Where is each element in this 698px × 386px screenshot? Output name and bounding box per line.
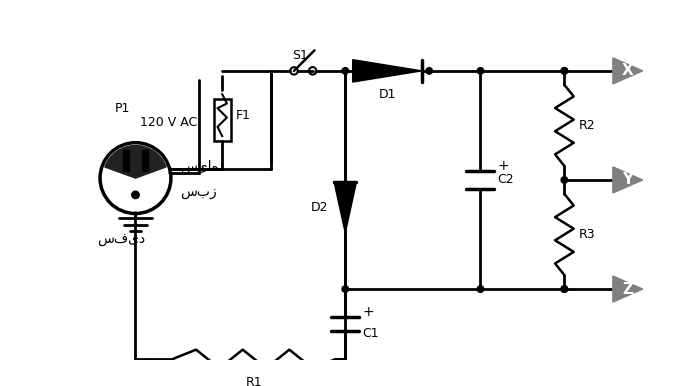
Polygon shape bbox=[613, 167, 643, 193]
Circle shape bbox=[561, 286, 567, 292]
Circle shape bbox=[561, 68, 567, 74]
Text: P1: P1 bbox=[115, 102, 131, 115]
Circle shape bbox=[103, 146, 168, 211]
Text: +: + bbox=[497, 159, 509, 173]
Text: R3: R3 bbox=[579, 228, 595, 241]
Circle shape bbox=[132, 191, 139, 199]
Text: C1: C1 bbox=[362, 327, 379, 340]
Circle shape bbox=[561, 286, 567, 292]
FancyBboxPatch shape bbox=[123, 150, 129, 171]
Wedge shape bbox=[105, 146, 166, 178]
Text: 120 V AC: 120 V AC bbox=[140, 116, 198, 129]
Text: R2: R2 bbox=[579, 119, 595, 132]
Circle shape bbox=[561, 177, 567, 183]
FancyBboxPatch shape bbox=[142, 150, 148, 171]
Text: +: + bbox=[362, 305, 373, 319]
Text: D2: D2 bbox=[311, 201, 329, 214]
Polygon shape bbox=[334, 182, 357, 233]
Circle shape bbox=[426, 68, 433, 74]
Polygon shape bbox=[613, 58, 643, 84]
Circle shape bbox=[477, 286, 484, 292]
Text: D1: D1 bbox=[378, 88, 396, 101]
Polygon shape bbox=[613, 276, 643, 302]
Text: سبز: سبز bbox=[180, 185, 217, 199]
Polygon shape bbox=[352, 60, 422, 82]
Circle shape bbox=[342, 68, 348, 74]
Text: Z: Z bbox=[623, 281, 633, 296]
Text: F1: F1 bbox=[236, 108, 251, 122]
Text: Y: Y bbox=[622, 173, 633, 188]
Circle shape bbox=[342, 286, 348, 292]
Text: R1: R1 bbox=[246, 376, 262, 386]
Text: سیاه: سیاه bbox=[180, 160, 219, 174]
Circle shape bbox=[477, 68, 484, 74]
Text: X: X bbox=[622, 63, 634, 78]
Text: C2: C2 bbox=[497, 173, 514, 186]
Circle shape bbox=[561, 68, 567, 74]
Text: S1: S1 bbox=[292, 49, 308, 61]
Text: سفید: سفید bbox=[98, 232, 146, 246]
